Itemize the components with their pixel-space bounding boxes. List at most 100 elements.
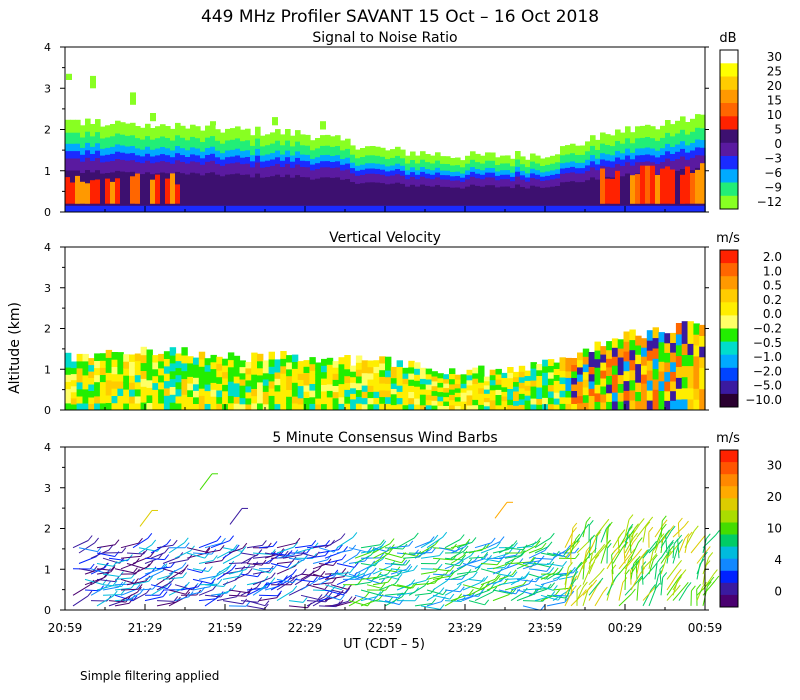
velocity-cell xyxy=(117,366,124,375)
snr-cell xyxy=(615,170,621,204)
velocity-cell xyxy=(652,358,659,370)
velocity-cell xyxy=(617,339,625,349)
velocity-cell xyxy=(280,380,287,389)
wind-barb xyxy=(534,584,554,591)
wind-barb-flag xyxy=(632,537,638,543)
velocity-cell xyxy=(94,395,101,404)
velocity-cell xyxy=(629,359,636,371)
velocity-cell xyxy=(670,342,677,353)
wind-barb-flag xyxy=(139,588,145,594)
snr-cell xyxy=(150,179,156,204)
wind-barb xyxy=(348,596,366,607)
velocity-cell xyxy=(222,358,229,366)
velocity-cell xyxy=(129,375,136,383)
colorbar-label: −5.0 xyxy=(753,379,782,393)
velocity-cell xyxy=(158,367,165,376)
velocity-cell xyxy=(309,370,316,378)
wind-barb-flag xyxy=(644,549,649,555)
velocity-cell xyxy=(518,376,526,383)
velocity-cell xyxy=(623,400,630,411)
velocity-cell xyxy=(239,360,246,368)
wind-barb xyxy=(534,557,553,560)
velocity-cell xyxy=(664,390,671,401)
wind-barb xyxy=(120,578,135,584)
wind-barb xyxy=(324,538,342,549)
velocity-cell xyxy=(582,394,590,403)
y-tick-label: 2 xyxy=(44,523,51,536)
velocity-cell xyxy=(635,354,642,365)
velocity-cell xyxy=(454,405,462,411)
velocity-cell xyxy=(321,390,328,398)
velocity-cell xyxy=(385,390,392,398)
velocity-cell xyxy=(396,385,403,392)
velocity-cell xyxy=(163,351,171,359)
velocity-cell xyxy=(553,398,561,405)
velocity-cell xyxy=(565,390,572,398)
velocity-cell xyxy=(553,368,561,375)
snr-cell xyxy=(95,179,101,204)
snr-cell xyxy=(115,205,121,212)
wind-barb xyxy=(324,594,341,601)
velocity-cell xyxy=(268,359,275,367)
velocity-cell xyxy=(536,381,543,388)
wind-barb xyxy=(444,589,461,593)
wind-barb xyxy=(156,574,172,580)
velocity-cell xyxy=(198,366,206,375)
wind-barb xyxy=(450,546,466,554)
velocity-cell xyxy=(245,379,252,387)
wind-barb xyxy=(629,535,632,554)
wind-barb-flag xyxy=(351,544,357,551)
wind-barb xyxy=(456,576,474,586)
wind-barb xyxy=(570,527,574,548)
velocity-cell xyxy=(454,374,462,380)
velocity-cell xyxy=(542,384,549,392)
snr-cell xyxy=(670,205,676,212)
wind-barb-flag xyxy=(639,518,645,524)
velocity-cell xyxy=(681,321,689,333)
velocity-cell xyxy=(373,397,380,405)
velocity-cell xyxy=(571,384,578,391)
wind-barb-flag xyxy=(629,530,635,537)
velocity-cell xyxy=(629,379,636,391)
wind-barb xyxy=(606,554,617,570)
snr-cell xyxy=(635,205,641,212)
velocity-cell xyxy=(233,396,241,404)
wind-barb xyxy=(528,550,546,559)
wind-barb-flag xyxy=(550,582,555,589)
colorbar-swatch xyxy=(720,534,738,547)
wind-barb xyxy=(468,556,484,559)
velocity-cell xyxy=(65,359,72,368)
velocity-cell xyxy=(565,397,572,404)
velocity-cell xyxy=(65,381,72,390)
wind-barb-flag xyxy=(108,544,114,551)
wind-barb xyxy=(222,547,243,552)
snr-cell xyxy=(570,181,576,212)
velocity-cell xyxy=(460,405,467,411)
velocity-cell xyxy=(646,340,654,351)
velocity-cell xyxy=(466,389,473,396)
snr-cell xyxy=(135,205,141,212)
velocity-cell xyxy=(495,399,502,406)
velocity-cell xyxy=(181,362,188,372)
velocity-cell xyxy=(606,358,613,368)
wind-barb xyxy=(666,564,678,580)
wind-barb-flag xyxy=(622,577,628,583)
velocity-cell xyxy=(385,396,392,404)
wind-barb xyxy=(528,547,543,554)
wind-barb xyxy=(228,594,247,597)
wind-barb xyxy=(366,545,383,554)
snr-cell xyxy=(665,205,671,212)
velocity-cell xyxy=(547,365,555,373)
x-tick-label: 00:59 xyxy=(688,621,723,635)
velocity-cell xyxy=(687,387,694,400)
velocity-cell xyxy=(181,347,188,356)
velocity-cell xyxy=(286,389,293,397)
colorbar-label: 0.2 xyxy=(763,293,782,307)
y-tick-label: 1 xyxy=(44,563,51,576)
velocity-cell xyxy=(524,400,531,406)
velocity-cell xyxy=(169,394,177,403)
wind-barb xyxy=(330,572,351,575)
velocity-cell xyxy=(489,405,497,411)
wind-barb xyxy=(414,549,431,559)
velocity-cell xyxy=(693,345,700,357)
